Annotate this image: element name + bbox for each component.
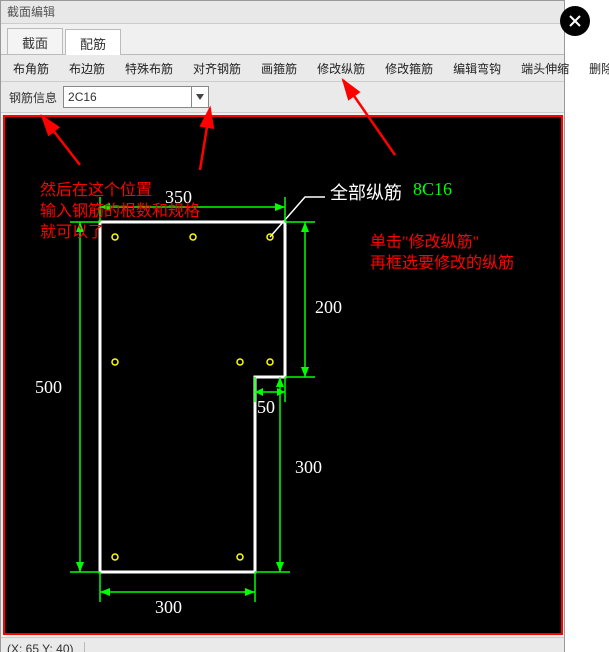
- tool-end-extend[interactable]: 端头伸缩: [515, 58, 575, 79]
- tool-edge-bar[interactable]: 布边筋: [63, 58, 111, 79]
- cad-canvas[interactable]: 350 500 200 50 300 300 全部纵筋 8C16 然后在这个位置…: [3, 115, 563, 635]
- tab-strip: 截面 配筋: [1, 24, 564, 55]
- rebar-info-combo[interactable]: 2C16: [63, 86, 209, 108]
- status-coords: (X: 65 Y: 40): [7, 638, 74, 652]
- dim-bottom-300: 300: [155, 597, 182, 618]
- dim-right-300: 300: [295, 457, 322, 478]
- rebar-label-all: 全部纵筋: [330, 179, 402, 205]
- editor-window: 截面编辑 截面 配筋 布角筋 布边筋 特殊布筋 对齐钢筋 画箍筋 修改纵筋 修改…: [0, 0, 565, 652]
- tool-draw-stirrup[interactable]: 画箍筋: [255, 58, 303, 79]
- dim-right-200: 200: [315, 297, 342, 318]
- close-icon[interactable]: [560, 6, 590, 36]
- status-separator: [84, 642, 85, 652]
- rebar-info-value: 2C16: [68, 90, 97, 104]
- anno-left-2: 输入钢筋的根数和规格: [40, 202, 200, 223]
- dim-step-50: 50: [257, 397, 275, 418]
- tool-mod-stirrup[interactable]: 修改箍筋: [379, 58, 439, 79]
- rebar-info-label: 钢筋信息: [9, 89, 57, 106]
- annotation-left: 然后在这个位置 输入钢筋的根数和规格 就可以了: [40, 181, 200, 243]
- tab-section[interactable]: 截面: [7, 28, 63, 54]
- window-title: 截面编辑: [7, 5, 55, 19]
- anno-left-3: 就可以了: [40, 223, 200, 244]
- tool-align[interactable]: 对齐钢筋: [187, 58, 247, 79]
- tab-label: 截面: [22, 36, 48, 51]
- anno-right-1: 单击"修改纵筋": [370, 233, 514, 254]
- tool-delete[interactable]: 删除: [583, 58, 609, 79]
- annotation-right: 单击"修改纵筋" 再框选要修改的纵筋: [370, 233, 514, 275]
- tool-mod-long[interactable]: 修改纵筋: [311, 58, 371, 79]
- tool-corner-bar[interactable]: 布角筋: [7, 58, 55, 79]
- anno-right-2: 再框选要修改的纵筋: [370, 254, 514, 275]
- rebar-input-row: 钢筋信息 2C16: [1, 82, 564, 113]
- window-title-bar: 截面编辑: [1, 1, 564, 24]
- rebar-label-value: 8C16: [413, 179, 452, 200]
- toolbar: 布角筋 布边筋 特殊布筋 对齐钢筋 画箍筋 修改纵筋 修改箍筋 编辑弯钩 端头伸…: [1, 55, 564, 82]
- anno-left-1: 然后在这个位置: [40, 181, 200, 202]
- tool-edit-hook[interactable]: 编辑弯钩: [447, 58, 507, 79]
- dim-left-500: 500: [35, 377, 62, 398]
- tab-label: 配筋: [80, 37, 106, 52]
- chevron-down-icon[interactable]: [191, 87, 208, 107]
- tool-special-bar[interactable]: 特殊布筋: [119, 58, 179, 79]
- status-bar: (X: 65 Y: 40): [1, 637, 564, 652]
- tab-rebar[interactable]: 配筋: [65, 29, 121, 55]
